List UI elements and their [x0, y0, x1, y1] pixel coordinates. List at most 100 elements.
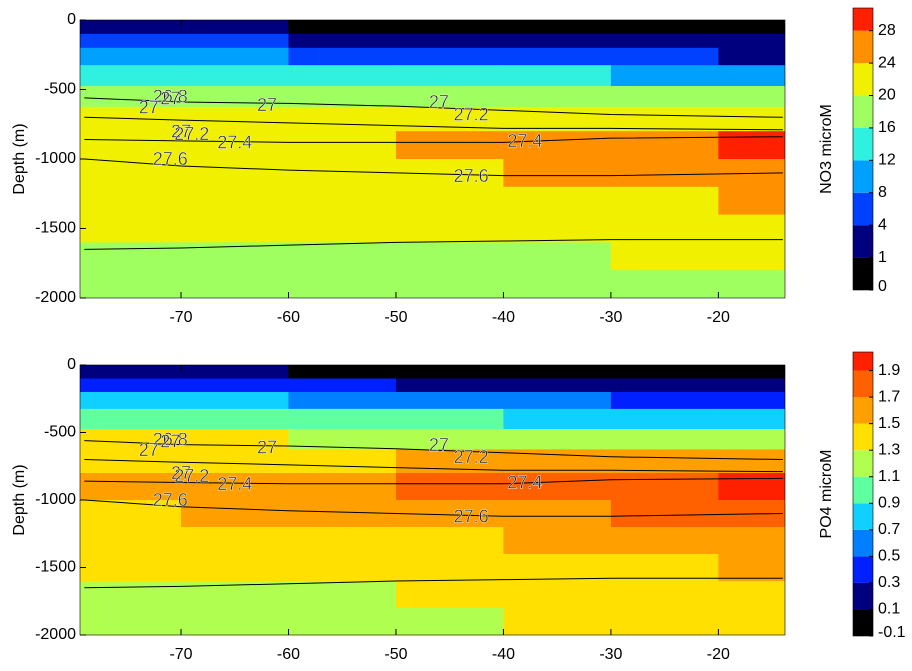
field-cell: [718, 186, 785, 216]
contour-label: 26.8: [153, 429, 188, 449]
colorbar-tick-label: 28: [878, 22, 896, 39]
contour-label: 27.6: [454, 166, 489, 186]
field-cell: [610, 429, 719, 450]
field-cell: [288, 449, 397, 474]
colorbar-segment: [853, 30, 873, 64]
colorbar-tick-label: 1.3: [878, 441, 900, 458]
field-cell: [395, 378, 504, 393]
field-cell: [718, 47, 785, 66]
field-cell: [288, 554, 397, 582]
field-cell: [395, 527, 504, 555]
colorbar-segment: [853, 423, 873, 451]
field-cell: [288, 270, 397, 298]
field-cell: [80, 65, 182, 87]
field-cell: [181, 106, 289, 132]
x-tick-label: -30: [599, 309, 622, 326]
colorbar-tick-label: 0.9: [878, 495, 900, 512]
contour-line: [84, 97, 783, 118]
colorbar-segment: [853, 450, 873, 477]
field-cell: [610, 500, 719, 528]
contour-label: 27.4: [217, 132, 252, 152]
field-cell: [610, 449, 719, 474]
field-cell: [80, 131, 182, 160]
field-cell: [80, 392, 182, 410]
field-cell: [610, 242, 719, 271]
field-cell: [288, 608, 397, 635]
field-cell: [288, 473, 397, 501]
field-cell: [718, 554, 785, 582]
colorbar-segment: [853, 257, 873, 290]
field-cell: [718, 214, 785, 243]
field-cell: [718, 131, 785, 160]
field-cell: [395, 554, 504, 582]
colorbar-tick-label: 4: [878, 216, 887, 233]
field-cell: [718, 106, 785, 132]
field-cell: [80, 33, 182, 49]
field-cell: [718, 20, 785, 35]
field-cell: [718, 449, 785, 474]
contour-label: 27: [429, 92, 449, 112]
colorbar-tick-label: 1.7: [878, 388, 900, 405]
field-cell: [80, 159, 182, 188]
colorbar-segment: [853, 63, 873, 96]
field-cell: [718, 408, 785, 430]
field-cell: [288, 581, 397, 609]
colorbar-tick-label: 24: [878, 54, 896, 71]
colorbar-segment: [853, 476, 873, 504]
field-cell: [80, 86, 182, 108]
colorbar-label: PO4 microM: [818, 450, 835, 539]
field-cell: [181, 33, 289, 49]
field-cell: [181, 365, 289, 379]
y-tick-label: -1000: [35, 150, 76, 167]
y-tick-label: -500: [44, 424, 76, 441]
colorbar-tick-label: 16: [878, 119, 896, 136]
field-cell: [181, 47, 289, 66]
contour-label: 27.6: [153, 149, 188, 169]
colorbar-segment: [853, 370, 873, 398]
field-cell: [610, 365, 719, 379]
field-cell: [610, 131, 719, 160]
field-cell: [80, 581, 182, 609]
field-cell: [718, 581, 785, 609]
contour-line: [84, 116, 783, 131]
y-tick-label: -500: [44, 81, 76, 98]
field-cell: [181, 449, 289, 474]
colorbar-segment: [853, 192, 873, 226]
field-cell: [610, 20, 719, 35]
colorbar-tick-label: 0.7: [878, 521, 900, 538]
contour-label: 27: [257, 95, 277, 115]
field-cell: [503, 131, 612, 160]
field-cell: [610, 392, 719, 410]
y-tick-label: 0: [67, 356, 76, 373]
field-cell: [718, 608, 785, 635]
field-cell: [610, 214, 719, 243]
field-cell: [610, 473, 719, 501]
colorbar-segment: [853, 127, 873, 161]
field-cell: [610, 106, 719, 132]
colorbar-segment: [853, 582, 873, 610]
field-cell: [288, 214, 397, 243]
field-cell: [288, 429, 397, 450]
field-cell: [503, 242, 612, 271]
field-cell: [288, 500, 397, 528]
colorbar-segment: [853, 160, 873, 193]
field-cell: [181, 159, 289, 188]
field-cell: [288, 33, 397, 49]
colorbar-tick-label: 0.3: [878, 574, 900, 591]
contour-label: 27: [257, 437, 277, 457]
field-cell: [288, 527, 397, 555]
field-cell: [395, 408, 504, 430]
field-cell: [395, 47, 504, 66]
field-cell: [288, 242, 397, 271]
field-cell: [718, 429, 785, 450]
field-cell: [181, 554, 289, 582]
y-tick-label: -1500: [35, 559, 76, 576]
field-cell: [288, 20, 397, 35]
contour-line: [84, 499, 783, 517]
y-tick-label: 0: [67, 11, 76, 28]
y-tick-label: -1000: [35, 491, 76, 508]
contour-label: 26.8: [153, 87, 188, 107]
x-tick-label: -40: [492, 646, 515, 663]
